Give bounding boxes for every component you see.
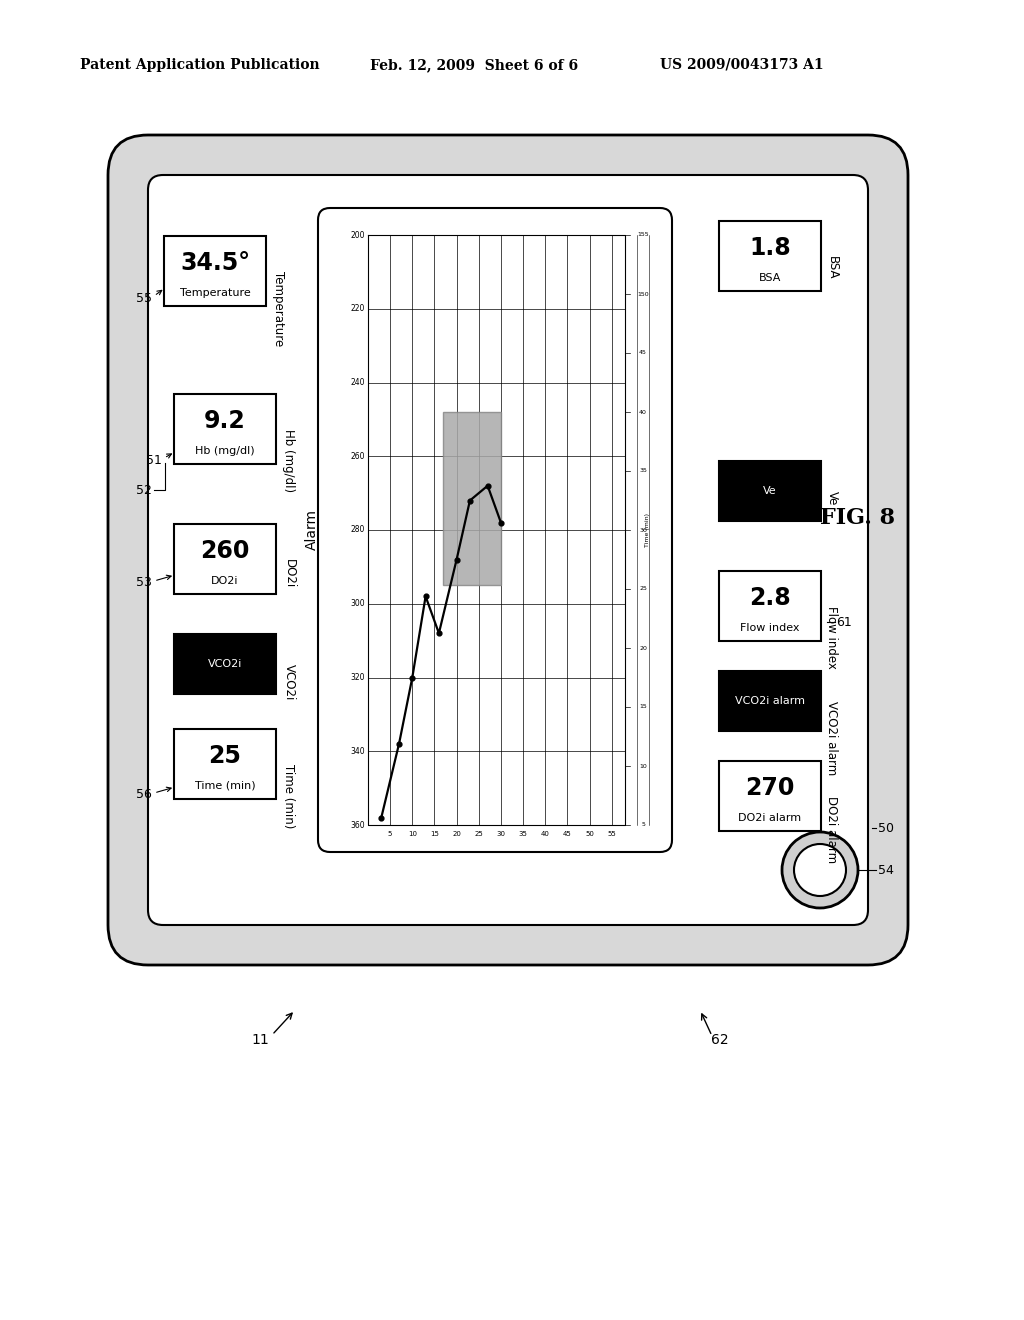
Point xyxy=(479,475,496,496)
FancyBboxPatch shape xyxy=(719,461,821,521)
Text: Temperature: Temperature xyxy=(272,271,286,346)
FancyBboxPatch shape xyxy=(174,393,276,465)
Text: 1.8: 1.8 xyxy=(750,236,791,260)
Text: VCO2i: VCO2i xyxy=(283,664,296,701)
Point xyxy=(449,549,465,570)
Text: 5: 5 xyxy=(388,832,392,837)
Text: 260: 260 xyxy=(350,451,365,461)
Text: DO2i alarm: DO2i alarm xyxy=(825,796,839,863)
Text: 40: 40 xyxy=(541,832,550,837)
Text: 52: 52 xyxy=(136,483,152,496)
Text: 10: 10 xyxy=(639,763,647,768)
Text: Time (min): Time (min) xyxy=(644,513,649,546)
Text: 30: 30 xyxy=(497,832,506,837)
Text: 25: 25 xyxy=(639,586,647,591)
Text: 300: 300 xyxy=(350,599,365,609)
Point xyxy=(462,490,478,511)
Text: 10: 10 xyxy=(408,832,417,837)
Text: 15: 15 xyxy=(430,832,439,837)
Bar xyxy=(443,412,501,585)
Text: 5: 5 xyxy=(641,822,645,828)
Text: 55: 55 xyxy=(136,292,152,305)
Text: 35: 35 xyxy=(639,469,647,474)
FancyBboxPatch shape xyxy=(174,729,276,799)
Text: Ve: Ve xyxy=(825,491,839,506)
Text: 55: 55 xyxy=(607,832,616,837)
Text: 360: 360 xyxy=(350,821,365,829)
Text: 11: 11 xyxy=(251,1034,269,1047)
FancyBboxPatch shape xyxy=(318,209,672,851)
Text: 51: 51 xyxy=(146,454,162,466)
Text: VCO2i alarm: VCO2i alarm xyxy=(825,701,839,775)
Point xyxy=(431,623,447,644)
Text: 260: 260 xyxy=(201,539,250,562)
Text: 280: 280 xyxy=(350,525,365,535)
FancyBboxPatch shape xyxy=(719,220,821,290)
Text: 20: 20 xyxy=(639,645,647,651)
Text: Alarm: Alarm xyxy=(305,510,319,550)
Text: 54: 54 xyxy=(878,863,894,876)
Text: Flow index: Flow index xyxy=(825,606,839,669)
Text: FIG. 8: FIG. 8 xyxy=(820,507,896,529)
Circle shape xyxy=(782,832,858,908)
Circle shape xyxy=(794,843,846,896)
FancyBboxPatch shape xyxy=(108,135,908,965)
Text: 50: 50 xyxy=(585,832,594,837)
Text: Time (min): Time (min) xyxy=(283,764,296,829)
Text: 56: 56 xyxy=(136,788,152,801)
Text: VCO2i alarm: VCO2i alarm xyxy=(735,696,805,706)
Text: Patent Application Publication: Patent Application Publication xyxy=(80,58,319,73)
Text: Ve: Ve xyxy=(763,486,777,496)
Text: Temperature: Temperature xyxy=(179,288,251,298)
Text: 35: 35 xyxy=(518,832,527,837)
Text: 9.2: 9.2 xyxy=(204,409,246,433)
Text: 20: 20 xyxy=(453,832,461,837)
Text: Feb. 12, 2009  Sheet 6 of 6: Feb. 12, 2009 Sheet 6 of 6 xyxy=(370,58,579,73)
Text: 270: 270 xyxy=(745,776,795,800)
Text: 25: 25 xyxy=(474,832,483,837)
Text: 240: 240 xyxy=(350,378,365,387)
Text: 150: 150 xyxy=(637,292,649,297)
Text: Time (min): Time (min) xyxy=(195,780,255,791)
Text: 45: 45 xyxy=(639,351,647,355)
Text: 2.8: 2.8 xyxy=(750,586,791,610)
Text: Flow index: Flow index xyxy=(740,623,800,632)
Text: 200: 200 xyxy=(350,231,365,239)
Point xyxy=(493,512,509,533)
Text: US 2009/0043173 A1: US 2009/0043173 A1 xyxy=(660,58,823,73)
Text: DO2i: DO2i xyxy=(211,576,239,586)
Point xyxy=(418,586,434,607)
Text: 62: 62 xyxy=(712,1034,729,1047)
Text: 220: 220 xyxy=(350,304,365,313)
Text: 320: 320 xyxy=(350,673,365,682)
Text: 30: 30 xyxy=(639,528,647,532)
FancyBboxPatch shape xyxy=(174,524,276,594)
Text: 50: 50 xyxy=(878,821,894,834)
Text: VCO2i: VCO2i xyxy=(208,659,243,669)
Point xyxy=(391,734,408,755)
FancyBboxPatch shape xyxy=(174,634,276,694)
Text: 53: 53 xyxy=(136,577,152,590)
Text: 34.5°: 34.5° xyxy=(180,251,250,275)
Text: BSA: BSA xyxy=(825,256,839,280)
FancyBboxPatch shape xyxy=(719,671,821,731)
FancyBboxPatch shape xyxy=(148,176,868,925)
FancyBboxPatch shape xyxy=(719,572,821,642)
Text: 155: 155 xyxy=(637,232,649,238)
Text: BSA: BSA xyxy=(759,273,781,282)
Text: 15: 15 xyxy=(639,705,647,710)
Text: DO2i: DO2i xyxy=(283,558,296,589)
Point xyxy=(404,667,421,688)
Text: Hb (mg/dl): Hb (mg/dl) xyxy=(196,446,255,455)
Point xyxy=(373,807,389,828)
Text: 45: 45 xyxy=(563,832,571,837)
Text: Hb (mg/dl): Hb (mg/dl) xyxy=(283,429,296,492)
Text: 25: 25 xyxy=(209,744,242,768)
FancyBboxPatch shape xyxy=(164,236,266,306)
Text: 340: 340 xyxy=(350,747,365,756)
FancyBboxPatch shape xyxy=(719,762,821,832)
Text: 61: 61 xyxy=(836,615,852,628)
Text: 40: 40 xyxy=(639,409,647,414)
Text: DO2i alarm: DO2i alarm xyxy=(738,813,802,822)
